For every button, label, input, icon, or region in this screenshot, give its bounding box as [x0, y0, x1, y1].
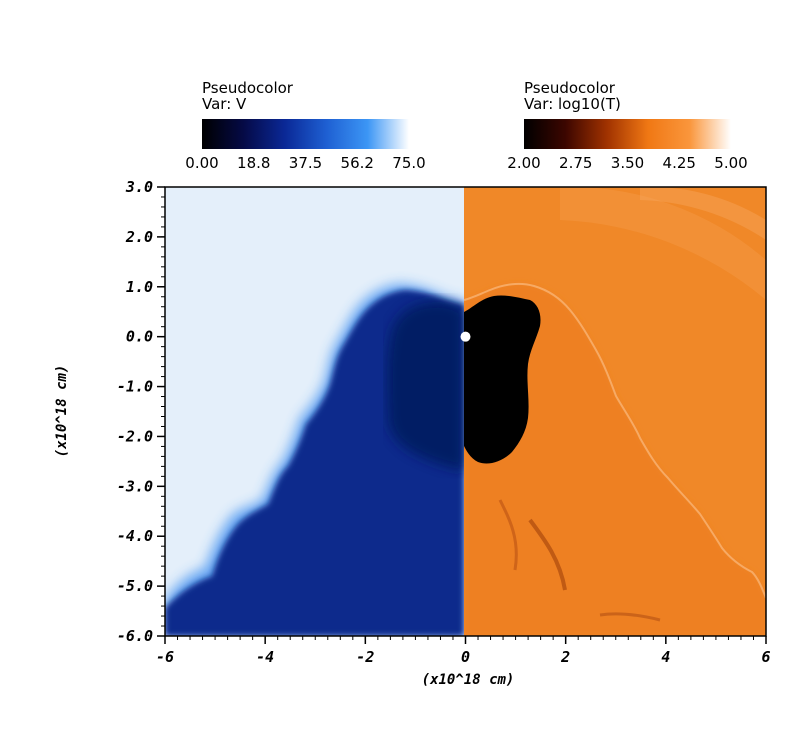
y-axis: 3.0 2.0 1.0 0.0 -1.0 -2.0 -3.0 -4.0 -5.0 -6.0 [117, 178, 165, 645]
x-axis-title: (x10^18 cm) [422, 672, 515, 688]
panel-v-core [387, 301, 464, 470]
colorbar-v-tick: 0.00 [185, 154, 218, 172]
panel-t-grid-band-2 [640, 187, 766, 240]
colorbar-v-tick: 37.5 [289, 154, 322, 172]
colorbar-v-tick: 56.2 [341, 154, 374, 172]
x-tick-label: -4 [256, 648, 274, 666]
legend-v: Pseudocolor Var: V 0.00 18.8 37.5 56.2 75.0 [185, 79, 425, 172]
panel-t [464, 187, 766, 636]
x-tick-label: 0 [461, 648, 470, 666]
y-axis-title: (x10^18 cm) [54, 365, 70, 458]
y-tick-label: -1.0 [117, 378, 153, 396]
colorbar-t [524, 119, 731, 149]
panel-t-core [464, 295, 541, 464]
panel-t-shell-edge [464, 282, 766, 599]
x-tick-label: -6 [156, 648, 174, 666]
colorbar-v-ticks: 0.00 18.8 37.5 56.2 75.0 [185, 154, 425, 172]
x-tick-label: 4 [661, 648, 670, 666]
y-tick-label: -2.0 [117, 427, 153, 445]
legend-v-variable: Var: V [202, 95, 247, 113]
y-tick-label: -3.0 [117, 477, 153, 495]
legend-v-title: Pseudocolor [202, 79, 294, 97]
colorbar-t-tick: 5.00 [714, 154, 747, 172]
colorbar-v-tick: 75.0 [392, 154, 425, 172]
panel-t-filament-2 [498, 499, 518, 571]
legend-t: Pseudocolor Var: log10(T) 2.00 2.75 3.50 4.… [507, 79, 747, 172]
colorbar-t-tick: 4.25 [663, 154, 696, 172]
y-tick-label: 3.0 [125, 178, 153, 196]
colorbar-t-tick: 2.75 [559, 154, 592, 172]
colorbar-t-tick: 3.50 [611, 154, 644, 172]
y-tick-label: -4.0 [117, 527, 153, 545]
panel-t-filament-1 [528, 518, 567, 591]
colorbar-t-tick: 2.00 [507, 154, 540, 172]
y-tick-label: 2.0 [125, 228, 153, 246]
panel-t-bubble [464, 283, 766, 636]
legend-t-variable: Var: log10(T) [524, 95, 621, 113]
y-tick-label: 0.0 [126, 328, 153, 346]
panel-t-grid-band-1 [560, 187, 766, 300]
panel-v [165, 187, 464, 636]
x-tick-label: 2 [560, 648, 570, 666]
source-marker [460, 331, 471, 342]
y-tick-label: -6.0 [117, 627, 153, 645]
y-tick-label: 1.0 [126, 278, 153, 296]
colorbar-t-ticks: 2.00 2.75 3.50 4.25 5.00 [507, 154, 747, 172]
x-tick-label: -2 [356, 648, 374, 666]
x-axis: -6 -4 -2 0 2 4 6 [156, 636, 771, 666]
legend-t-title: Pseudocolor [524, 79, 616, 97]
y-tick-label: -5.0 [117, 577, 153, 595]
x-tick-label: 6 [761, 648, 770, 666]
colorbar-v [202, 119, 409, 149]
colorbar-v-tick: 18.8 [237, 154, 270, 172]
panel-t-filament-3 [599, 612, 661, 622]
